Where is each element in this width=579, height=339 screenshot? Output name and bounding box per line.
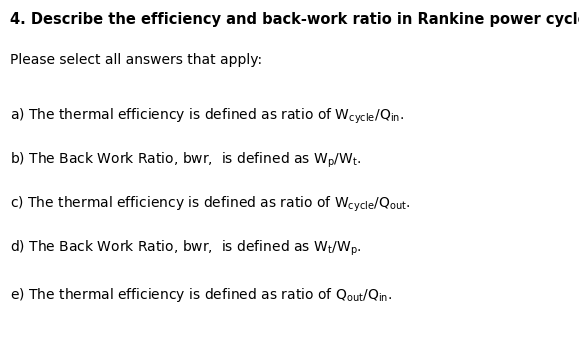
- Text: a) The thermal efficiency is defined as ratio of $\mathregular{W}_{\mathregular{: a) The thermal efficiency is defined as …: [10, 107, 405, 126]
- Text: Please select all answers that apply:: Please select all answers that apply:: [10, 53, 262, 66]
- Text: b) The Back Work Ratio, bwr,  is defined as $\mathregular{W}_{\mathregular{p}}/ : b) The Back Work Ratio, bwr, is defined …: [10, 151, 362, 170]
- Text: c) The thermal efficiency is defined as ratio of $\mathregular{W}_{\mathregular{: c) The thermal efficiency is defined as …: [10, 195, 411, 214]
- Text: 4. Describe the efficiency and back-work ratio in Rankine power cycles.: 4. Describe the efficiency and back-work…: [10, 12, 579, 27]
- Text: d) The Back Work Ratio, bwr,  is defined as $\mathregular{W}_{\mathregular{t}}/ : d) The Back Work Ratio, bwr, is defined …: [10, 239, 362, 258]
- Text: e) The thermal efficiency is defined as ratio of $\mathregular{Q}_{\mathregular{: e) The thermal efficiency is defined as …: [10, 286, 393, 304]
